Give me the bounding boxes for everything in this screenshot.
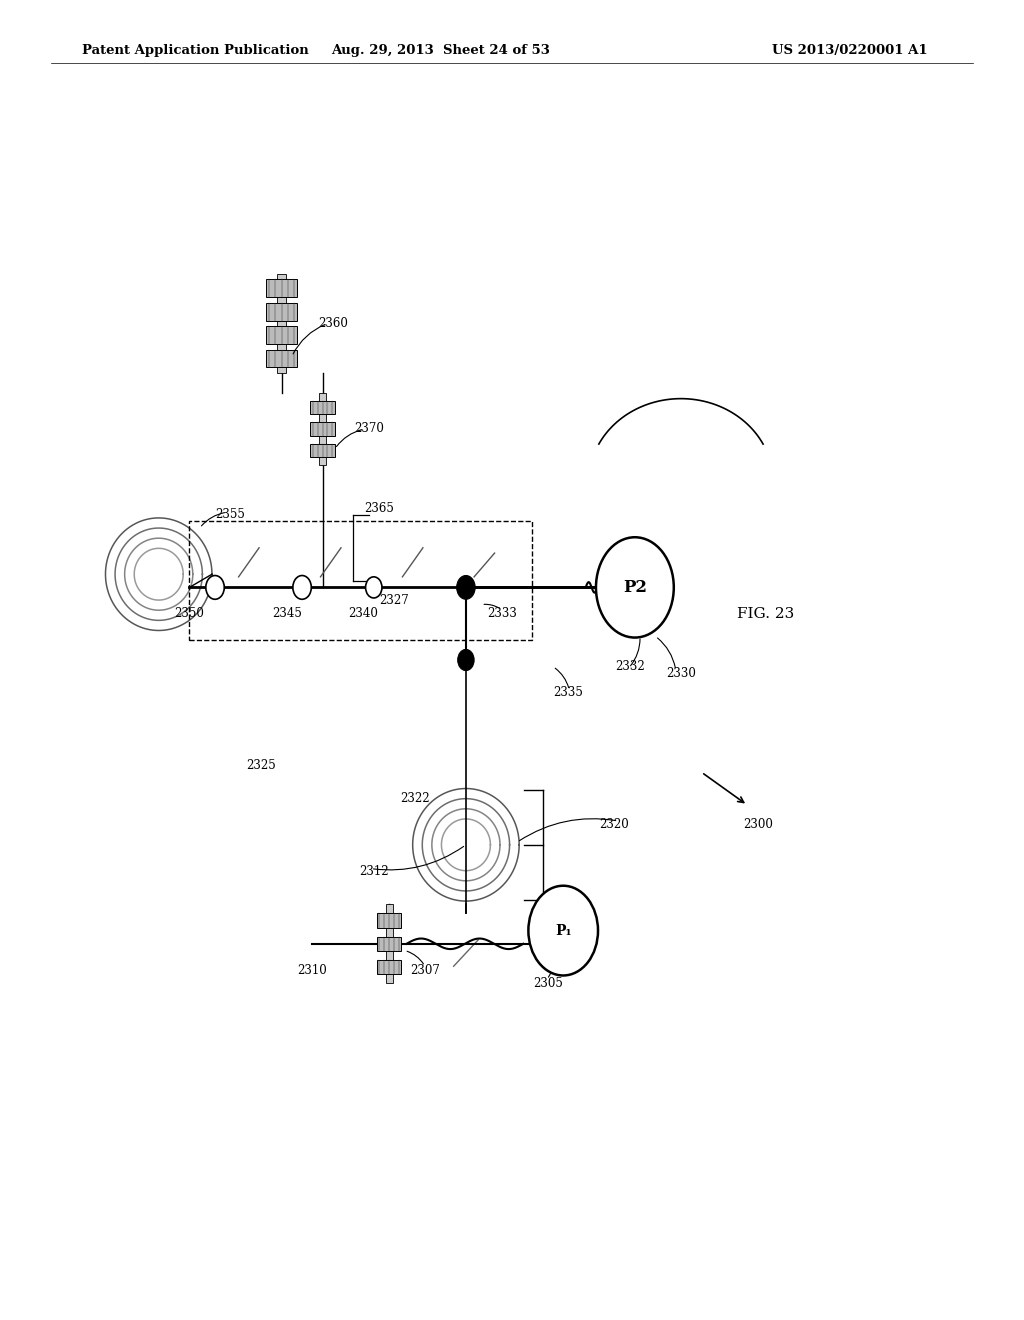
Text: 2340: 2340 xyxy=(348,607,379,620)
Text: 2305: 2305 xyxy=(532,977,563,990)
Bar xyxy=(319,393,326,465)
Text: Aug. 29, 2013  Sheet 24 of 53: Aug. 29, 2013 Sheet 24 of 53 xyxy=(331,44,550,57)
Text: 2300: 2300 xyxy=(742,818,773,832)
Text: 2307: 2307 xyxy=(410,964,440,977)
Text: 2310: 2310 xyxy=(297,964,328,977)
Text: 2333: 2333 xyxy=(486,607,517,620)
Text: 2355: 2355 xyxy=(215,508,246,521)
Text: 2360: 2360 xyxy=(317,317,348,330)
Text: US 2013/0220001 A1: US 2013/0220001 A1 xyxy=(772,44,928,57)
Bar xyxy=(278,275,286,372)
Text: 2332: 2332 xyxy=(614,660,645,673)
Bar xyxy=(386,904,392,983)
Text: 2345: 2345 xyxy=(271,607,302,620)
Circle shape xyxy=(206,576,224,599)
Bar xyxy=(377,913,401,928)
Bar xyxy=(310,401,335,414)
Text: 2335: 2335 xyxy=(553,686,584,700)
Text: 2320: 2320 xyxy=(599,818,630,832)
Text: 2370: 2370 xyxy=(353,422,384,436)
Bar xyxy=(310,422,335,436)
Bar xyxy=(377,960,401,974)
Bar xyxy=(266,350,297,367)
Bar xyxy=(189,521,532,640)
Text: P₁: P₁ xyxy=(555,924,571,937)
Text: 2322: 2322 xyxy=(400,792,429,805)
Text: Patent Application Publication: Patent Application Publication xyxy=(82,44,308,57)
Bar xyxy=(266,280,297,297)
Text: 2365: 2365 xyxy=(364,502,394,515)
Bar xyxy=(310,444,335,457)
Circle shape xyxy=(596,537,674,638)
Circle shape xyxy=(457,576,475,599)
Text: P2: P2 xyxy=(623,579,647,595)
Text: FIG. 23: FIG. 23 xyxy=(737,607,795,620)
Text: 2325: 2325 xyxy=(246,759,276,772)
Bar xyxy=(377,937,401,950)
Text: 2350: 2350 xyxy=(174,607,205,620)
Text: 2330: 2330 xyxy=(666,667,696,680)
Circle shape xyxy=(293,576,311,599)
Text: 2327: 2327 xyxy=(379,594,410,607)
Bar xyxy=(266,326,297,345)
Bar xyxy=(266,302,297,321)
Circle shape xyxy=(366,577,382,598)
Circle shape xyxy=(458,649,474,671)
Circle shape xyxy=(528,886,598,975)
Text: 2312: 2312 xyxy=(359,865,388,878)
